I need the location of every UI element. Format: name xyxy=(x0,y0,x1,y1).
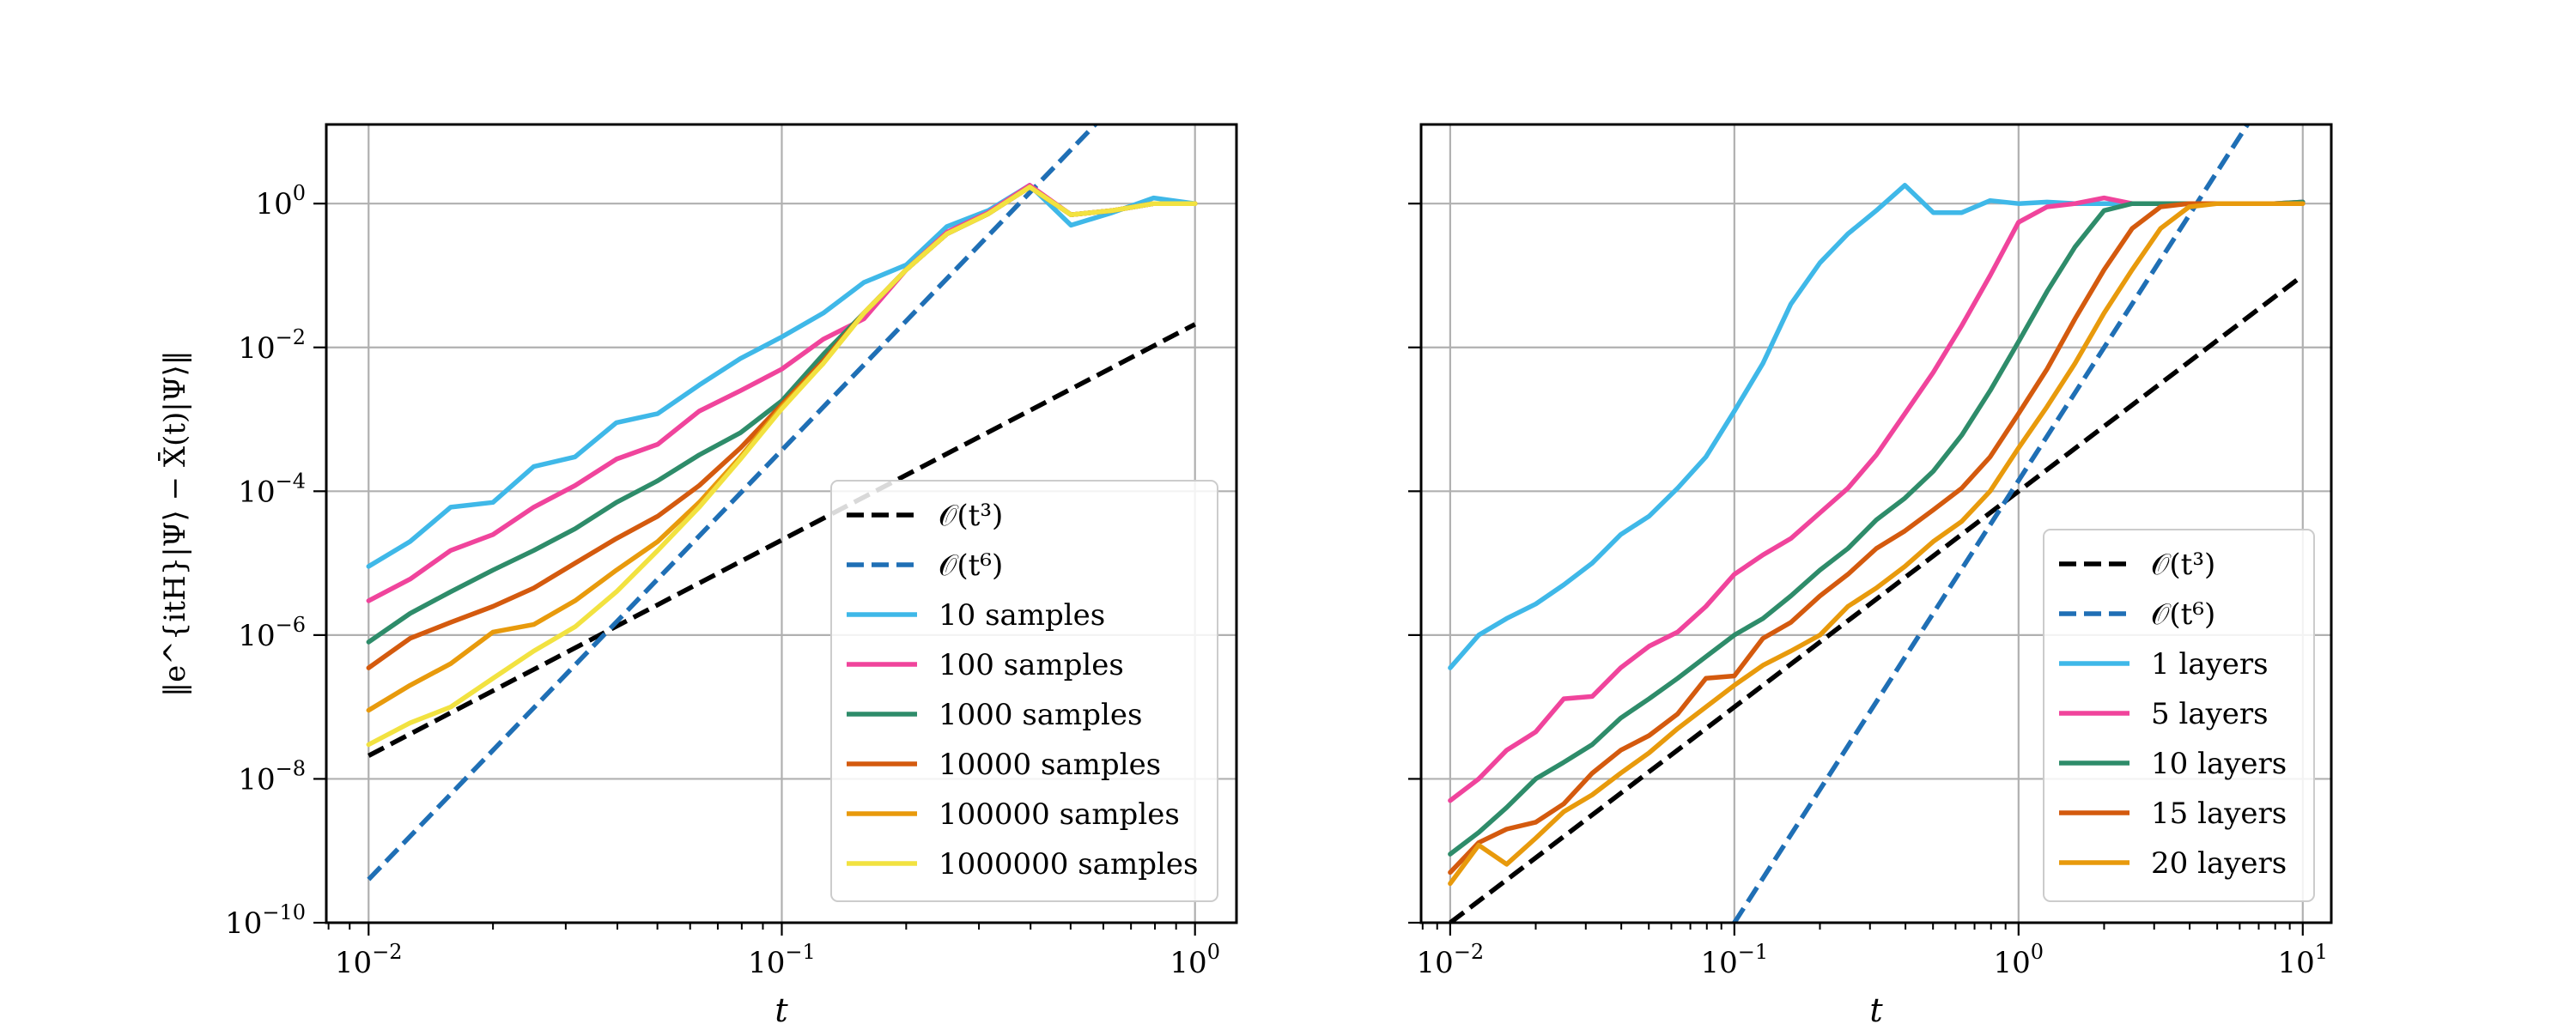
series-group xyxy=(366,124,1198,882)
plot-frame xyxy=(1419,123,2333,924)
legend-label: 5 layers xyxy=(2151,697,2269,731)
legend-label: 10000 samples xyxy=(939,748,1161,782)
x-axis-label: t xyxy=(775,991,788,1029)
x-tick-label: 10−2 xyxy=(1417,940,1485,980)
x-tick-label: 10−1 xyxy=(1701,940,1769,980)
legend-box xyxy=(2043,529,2315,902)
y-tick-label: 10−8 xyxy=(238,756,306,797)
legend-label: 𝒪(t³) xyxy=(939,499,1003,533)
legend-label: 1000000 samples xyxy=(939,847,1198,882)
legend-label: 100 samples xyxy=(939,648,1124,682)
x-tick-label: 100 xyxy=(1994,940,2044,980)
legend-label: 𝒪(t³) xyxy=(2151,548,2215,582)
legend-label: 𝒪(t⁶) xyxy=(939,548,1003,583)
x-tick-label: 10−1 xyxy=(748,940,816,980)
chart-panel-1: 10−2 10−1 100 10−10 10−8 10−6 10−4 10−2 100 t ‖e^{… xyxy=(157,123,1238,1029)
series-line-6 xyxy=(1448,201,2306,876)
series-line-1 xyxy=(368,322,1196,758)
legend-label: 100000 samples xyxy=(939,797,1180,832)
y-tick-label: 10−4 xyxy=(238,469,306,509)
legend: 𝒪(t³) 𝒪(t⁶) 1 layers 5 layers 10 layers 15 la… xyxy=(2043,529,2315,902)
x-tick-label: 101 xyxy=(2278,940,2329,980)
y-tick-label: 10−6 xyxy=(238,613,306,653)
x-axis-label: t xyxy=(1869,991,1883,1029)
series-line-8 xyxy=(366,185,1198,748)
series-line-2 xyxy=(367,124,1099,882)
x-tick-label: 10−2 xyxy=(335,940,403,980)
y-tick-label: 100 xyxy=(255,181,306,221)
series-group xyxy=(1448,124,2306,923)
legend-box xyxy=(830,480,1218,902)
legend-label: 20 layers xyxy=(2151,846,2287,881)
legend: 𝒪(t³) 𝒪(t⁶) 10 samples 100 samples 1000 samp… xyxy=(830,480,1218,902)
legend-label: 1000 samples xyxy=(939,698,1143,732)
series-line-5 xyxy=(1448,199,2306,857)
y-axis-label: ‖e^{itH}|Ψ⟩ − X̄(t)|Ψ⟩‖ xyxy=(157,350,192,697)
legend-label: 𝒪(t⁶) xyxy=(2151,597,2215,632)
series-line-3 xyxy=(366,183,1198,569)
legend-label: 10 samples xyxy=(939,598,1105,633)
y-tick-label: 10−2 xyxy=(238,325,306,366)
legend-label: 1 layers xyxy=(2151,647,2269,682)
series-line-2 xyxy=(1732,124,2251,923)
chart-panel-2: 10−2 10−1 100 101 t 𝒪(t³) 𝒪(t⁶) 1 layers 5 layer… xyxy=(1408,123,2333,1029)
series-line-7 xyxy=(1448,201,2306,887)
legend-label: 15 layers xyxy=(2151,797,2287,831)
legend-label: 10 layers xyxy=(2151,747,2287,781)
y-tick-label: 10−10 xyxy=(225,900,306,941)
x-tick-label: 100 xyxy=(1170,940,1220,980)
series-line-1 xyxy=(1449,273,2305,923)
